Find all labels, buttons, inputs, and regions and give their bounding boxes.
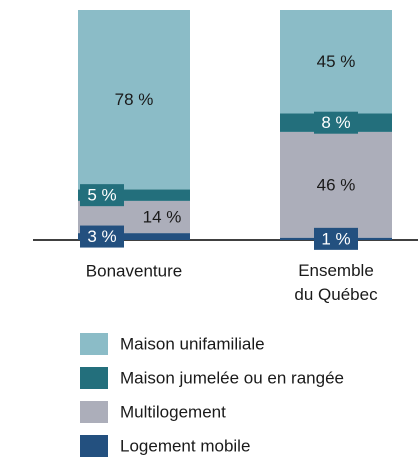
value-label: 3 %	[87, 227, 116, 246]
bar-segment	[78, 233, 190, 240]
label-box	[80, 184, 124, 207]
value-label: 5 %	[87, 186, 116, 205]
x-tick-line: Ensemble	[298, 261, 374, 280]
value-label: 45 %	[317, 52, 356, 71]
legend-label: Logement mobile	[120, 436, 250, 455]
legend-swatch	[80, 367, 108, 389]
label-box	[314, 111, 358, 134]
legend-label: Maison unifamiliale	[120, 334, 265, 353]
value-label: 14 %	[143, 207, 182, 226]
value-label: 8 %	[321, 113, 350, 132]
bar-segment	[78, 10, 190, 190]
x-tick-line: du Québec	[294, 285, 378, 304]
value-label: 1 %	[321, 229, 350, 248]
legend-label: Multilogement	[120, 402, 226, 421]
label-box	[314, 227, 358, 250]
x-tick-label: Bonaventure	[86, 261, 182, 280]
bar-segment	[280, 131, 392, 238]
bar-segment	[78, 189, 190, 201]
legend-swatch	[80, 401, 108, 423]
legend-label: Maison jumelée ou en rangée	[120, 368, 344, 387]
x-tick-label: Ensemble du Québec	[294, 261, 378, 304]
bar-segment	[280, 10, 392, 114]
label-box	[80, 225, 124, 248]
value-label: 78 %	[115, 90, 154, 109]
value-label: 46 %	[317, 175, 356, 194]
legend-swatch	[80, 333, 108, 355]
legend-swatch	[80, 435, 108, 457]
